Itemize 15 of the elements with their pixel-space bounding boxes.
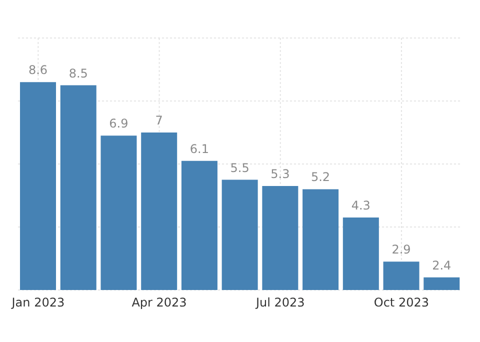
- x-tick-label: Oct 2023: [374, 296, 430, 310]
- x-tick-label: Apr 2023: [132, 296, 187, 310]
- data-label: 5.2: [311, 170, 330, 184]
- data-label: 5.5: [230, 160, 250, 175]
- data-label: 7: [155, 114, 163, 128]
- data-label: 6.9: [109, 116, 128, 131]
- x-tick-label: Jan 2023: [10, 296, 65, 310]
- data-label: 4.3: [351, 198, 370, 213]
- data-label: 2.4: [432, 258, 452, 272]
- data-label: 6.1: [190, 142, 209, 156]
- data-label: 2.9: [392, 242, 411, 257]
- data-label: 5.3: [270, 167, 290, 182]
- data-label: 8.5: [68, 66, 88, 80]
- x-tick-label: Jul 2023: [254, 296, 305, 310]
- data-label: 8.6: [28, 63, 48, 78]
